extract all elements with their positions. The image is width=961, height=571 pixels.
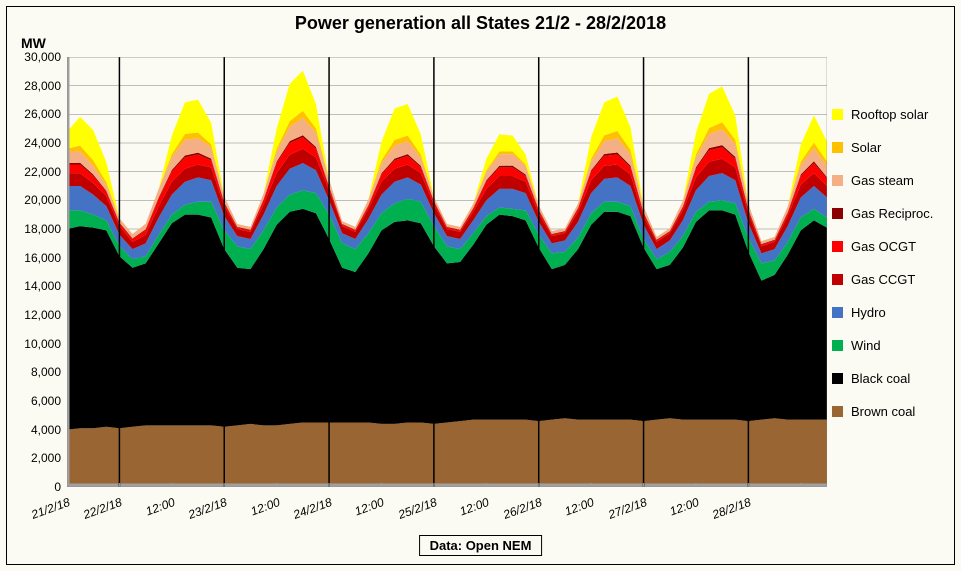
y-tick: 2,000 [7, 451, 61, 465]
chart-frame: Power generation all States 21/2 - 28/2/… [6, 6, 955, 565]
series-brown-coal [67, 418, 827, 487]
legend-item: Black coal [832, 371, 942, 386]
source-box: Data: Open NEM [419, 535, 543, 556]
y-tick: 20,000 [7, 193, 61, 207]
y-tick: 12,000 [7, 308, 61, 322]
legend-item: Gas steam [832, 173, 942, 188]
x-tick: 25/2/18 [396, 495, 438, 522]
legend-swatch [832, 142, 843, 153]
y-tick: 0 [7, 480, 61, 494]
legend-item: Hydro [832, 305, 942, 320]
y-tick: 10,000 [7, 337, 61, 351]
y-axis-label: MW [21, 35, 46, 51]
x-tick: 12:00 [668, 495, 701, 518]
y-tick: 4,000 [7, 423, 61, 437]
legend-label: Gas OCGT [851, 239, 916, 254]
legend-swatch [832, 373, 843, 384]
y-tick: 18,000 [7, 222, 61, 236]
legend-item: Gas OCGT [832, 239, 942, 254]
legend-item: Brown coal [832, 404, 942, 419]
x-tick: 23/2/18 [187, 495, 229, 522]
y-tick: 14,000 [7, 279, 61, 293]
legend-label: Gas CCGT [851, 272, 915, 287]
legend-label: Solar [851, 140, 881, 155]
legend-label: Gas Reciproc. [851, 206, 933, 221]
legend-swatch [832, 274, 843, 285]
legend-label: Wind [851, 338, 881, 353]
legend-item: Gas Reciproc. [832, 206, 942, 221]
legend-label: Rooftop solar [851, 107, 928, 122]
x-tick: 27/2/18 [606, 495, 648, 522]
legend-swatch [832, 406, 843, 417]
x-tick: 12:00 [458, 495, 491, 518]
legend-item: Wind [832, 338, 942, 353]
x-tick-container: 21/2/1822/2/1812:0023/2/1812:0024/2/1812… [67, 491, 827, 541]
legend-swatch [832, 175, 843, 186]
stacked-area-chart [67, 57, 827, 487]
legend-label: Black coal [851, 371, 910, 386]
x-tick: 24/2/18 [291, 495, 333, 522]
y-tick: 16,000 [7, 251, 61, 265]
y-tick: 30,000 [7, 50, 61, 64]
legend-swatch [832, 307, 843, 318]
legend-item: Solar [832, 140, 942, 155]
legend: Rooftop solar Solar Gas steam Gas Reciproc.… [832, 107, 942, 437]
legend-label: Brown coal [851, 404, 915, 419]
y-tick: 8,000 [7, 365, 61, 379]
x-tick: 26/2/18 [501, 495, 543, 522]
y-tick-container: 02,0004,0006,0008,00010,00012,00014,0001… [7, 57, 65, 487]
x-tick: 12:00 [563, 495, 596, 518]
y-tick: 22,000 [7, 165, 61, 179]
legend-label: Hydro [851, 305, 886, 320]
legend-swatch [832, 208, 843, 219]
x-tick: 12:00 [144, 495, 177, 518]
legend-label: Gas steam [851, 173, 914, 188]
y-tick: 28,000 [7, 79, 61, 93]
chart-title: Power generation all States 21/2 - 28/2/… [7, 13, 954, 34]
x-tick: 21/2/18 [29, 495, 71, 522]
legend-swatch [832, 241, 843, 252]
x-tick: 22/2/18 [82, 495, 124, 522]
legend-item: Rooftop solar [832, 107, 942, 122]
y-tick: 26,000 [7, 107, 61, 121]
y-tick: 6,000 [7, 394, 61, 408]
x-tick: 28/2/18 [711, 495, 753, 522]
legend-swatch [832, 340, 843, 351]
x-tick: 12:00 [248, 495, 281, 518]
y-tick: 24,000 [7, 136, 61, 150]
x-tick: 12:00 [353, 495, 386, 518]
legend-swatch [832, 109, 843, 120]
legend-item: Gas CCGT [832, 272, 942, 287]
